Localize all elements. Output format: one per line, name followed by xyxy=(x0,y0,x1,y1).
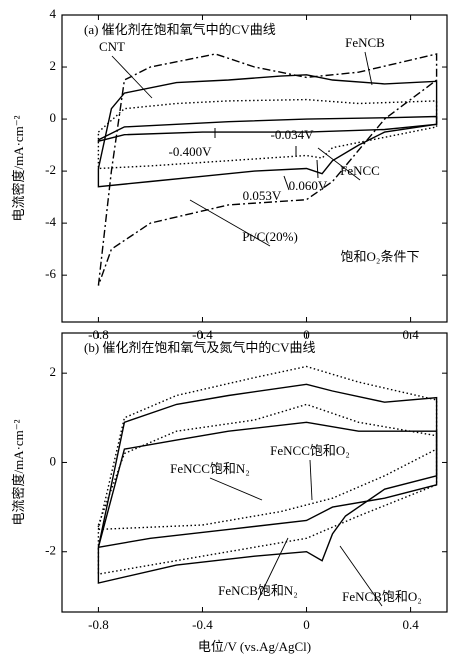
x-tick-label: 0.4 xyxy=(402,617,419,632)
plot-frame xyxy=(61,332,448,613)
series-label: Pt/C(20%) xyxy=(242,229,298,244)
y-tick-label: 0 xyxy=(50,453,57,468)
label-arrow xyxy=(209,477,263,501)
series-label: FeNCB饱和O₂ xyxy=(342,589,422,604)
y-tick-label: -6 xyxy=(45,266,56,281)
cv-curve xyxy=(97,421,438,548)
label-arrow xyxy=(309,459,313,501)
peak-annotation: -0.400V xyxy=(169,144,213,159)
y-tick-label: -4 xyxy=(45,214,56,229)
peak-annotation: -0.034V xyxy=(271,127,315,142)
y-axis-label: 电流密度/mA·cm⁻² xyxy=(11,419,26,525)
label-arrow xyxy=(364,51,373,86)
peak-annotation: 0.053V xyxy=(243,188,282,203)
label-arrow xyxy=(339,545,383,607)
series-label: FeNCB xyxy=(345,35,385,50)
x-tick-label: -0.8 xyxy=(88,617,109,632)
x-tick-label: 0 xyxy=(303,617,310,632)
y-tick-label: -2 xyxy=(45,543,56,558)
y-tick-label: 2 xyxy=(50,58,57,73)
y-tick-label: -2 xyxy=(45,162,56,177)
cv-curve xyxy=(97,365,438,575)
peak-marker xyxy=(283,175,290,191)
series-label: FeNCC饱和N₂ xyxy=(170,461,250,476)
series-label: FeNCC xyxy=(340,163,380,178)
condition-note: 饱和O₂条件下 xyxy=(341,249,420,264)
cv-curve xyxy=(97,383,438,584)
label-arrow xyxy=(111,55,153,99)
cv-curve xyxy=(97,74,438,188)
label-arrow xyxy=(189,199,271,247)
y-tick-label: 4 xyxy=(50,6,57,21)
plot-frame xyxy=(61,14,448,323)
peak-marker xyxy=(316,159,319,179)
x-tick-label: -0.4 xyxy=(192,617,213,632)
y-tick-label: 2 xyxy=(50,364,57,379)
cv-curve xyxy=(97,53,438,286)
panel-title: (b) 催化剂在饱和氧气及氮气中的CV曲线 xyxy=(84,340,315,355)
cv-curve xyxy=(97,98,438,170)
panel-title: (a) 催化剂在饱和氧气中的CV曲线 xyxy=(84,22,276,37)
label-arrow xyxy=(317,147,361,181)
series-label: FeNCB饱和N₂ xyxy=(218,583,298,598)
series-label: CNT xyxy=(99,39,125,54)
y-axis-label: 电流密度/mA·cm⁻² xyxy=(11,115,26,221)
cv-curve xyxy=(97,115,438,143)
label-arrow xyxy=(257,537,289,601)
y-tick-label: 0 xyxy=(50,110,57,125)
peak-annotation: 0.060V xyxy=(289,178,328,193)
x-axis-label: 电位/V (vs.Ag/AgCl) xyxy=(198,639,311,654)
series-label: FeNCC饱和O₂ xyxy=(270,443,350,458)
cv-curve xyxy=(97,403,438,531)
